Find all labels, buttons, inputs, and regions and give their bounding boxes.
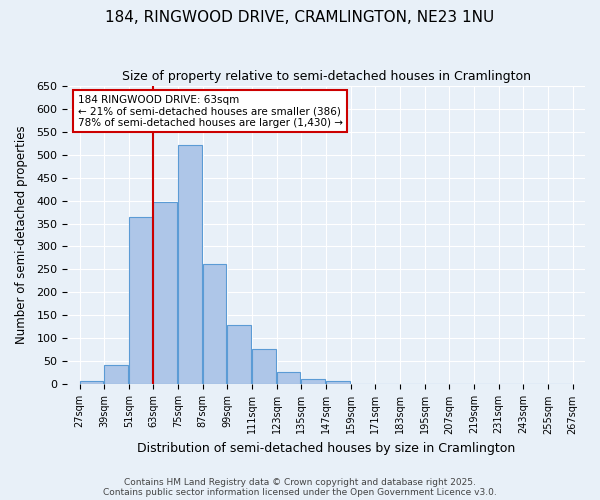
- Bar: [154, 202, 177, 384]
- Y-axis label: Number of semi-detached properties: Number of semi-detached properties: [15, 126, 28, 344]
- Bar: [178, 146, 202, 384]
- Text: 184, RINGWOOD DRIVE, CRAMLINGTON, NE23 1NU: 184, RINGWOOD DRIVE, CRAMLINGTON, NE23 1…: [106, 10, 494, 25]
- Title: Size of property relative to semi-detached houses in Cramlington: Size of property relative to semi-detach…: [122, 70, 530, 83]
- Bar: [252, 350, 276, 384]
- Bar: [326, 381, 350, 384]
- Bar: [227, 324, 251, 384]
- X-axis label: Distribution of semi-detached houses by size in Cramlington: Distribution of semi-detached houses by …: [137, 442, 515, 455]
- Bar: [203, 264, 226, 384]
- Bar: [301, 380, 325, 384]
- Bar: [80, 381, 103, 384]
- Bar: [277, 372, 301, 384]
- Bar: [129, 216, 152, 384]
- Bar: [104, 365, 128, 384]
- Text: 184 RINGWOOD DRIVE: 63sqm
← 21% of semi-detached houses are smaller (386)
78% of: 184 RINGWOOD DRIVE: 63sqm ← 21% of semi-…: [77, 94, 343, 128]
- Text: Contains HM Land Registry data © Crown copyright and database right 2025.
Contai: Contains HM Land Registry data © Crown c…: [103, 478, 497, 497]
